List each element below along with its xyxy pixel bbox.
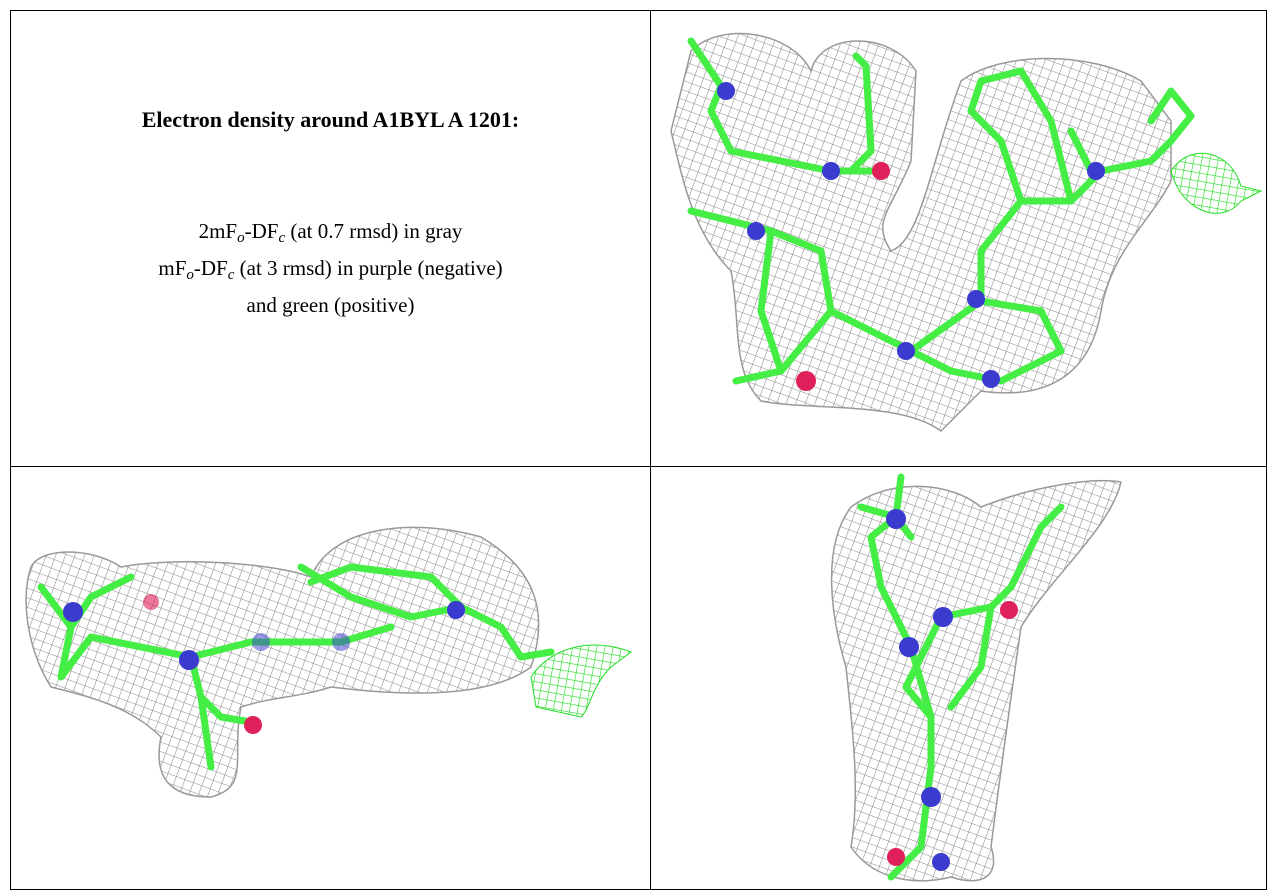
nitrogen — [252, 633, 270, 651]
text-cell: Electron density around A1BYL A 1201: 2m… — [11, 11, 650, 466]
density-image-left — [11, 467, 650, 889]
nitrogen — [967, 290, 985, 308]
oxygen — [244, 716, 262, 734]
nitrogen — [63, 602, 83, 622]
page: Electron density around A1BYL A 1201: 2m… — [0, 0, 1278, 896]
nitrogen — [1087, 162, 1105, 180]
title: Electron density around A1BYL A 1201: — [11, 107, 650, 133]
text: and green (positive) — [247, 293, 415, 317]
density-mesh — [671, 34, 1171, 431]
nitrogen — [717, 82, 735, 100]
subscript: o — [237, 230, 245, 246]
positive-density — [1171, 153, 1261, 213]
text: (at 0.7 rmsd) in gray — [285, 219, 462, 243]
table-border — [10, 889, 1267, 890]
nitrogen — [332, 633, 350, 651]
legend-line: and green (positive) — [11, 290, 650, 320]
oxygen — [143, 594, 159, 610]
legend-line: mFo-DFc (at 3 rmsd) in purple (negative) — [11, 253, 650, 290]
density-image-top — [651, 11, 1266, 466]
text: mF — [158, 256, 186, 280]
oxygen — [1000, 601, 1018, 619]
oxygen — [872, 162, 890, 180]
text: -DF — [245, 219, 279, 243]
legend-line: 2mFo-DFc (at 0.7 rmsd) in gray — [11, 216, 650, 253]
nitrogen — [897, 342, 915, 360]
text: -DF — [194, 256, 228, 280]
text: 2mF — [199, 219, 238, 243]
density-image-right — [651, 467, 1266, 889]
nitrogen — [179, 650, 199, 670]
nitrogen — [921, 787, 941, 807]
nitrogen — [933, 607, 953, 627]
nitrogen — [886, 509, 906, 529]
table-border — [1266, 10, 1267, 890]
nitrogen — [932, 853, 950, 871]
density-mesh — [26, 527, 538, 797]
nitrogen — [822, 162, 840, 180]
nitrogen — [747, 222, 765, 240]
oxygen — [887, 848, 905, 866]
legend: 2mFo-DFc (at 0.7 rmsd) in gray mFo-DFc (… — [11, 216, 650, 320]
nitrogen — [982, 370, 1000, 388]
text: (at 3 rmsd) in purple (negative) — [234, 256, 502, 280]
subscript: o — [186, 267, 194, 283]
nitrogen — [899, 637, 919, 657]
oxygen — [796, 371, 816, 391]
nitrogen — [447, 601, 465, 619]
